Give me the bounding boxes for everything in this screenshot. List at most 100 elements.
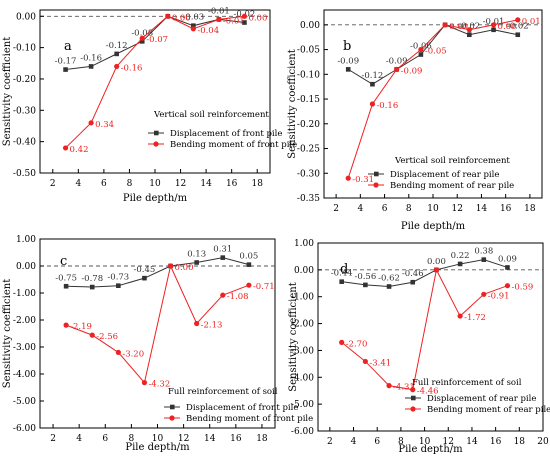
data-label: -4.46 bbox=[417, 387, 439, 397]
legend: Vertical soil reinforcement Displacement … bbox=[148, 110, 297, 150]
data-label: -0.12 bbox=[362, 71, 384, 81]
data-point-circle bbox=[345, 175, 351, 181]
data-point-square bbox=[339, 279, 344, 284]
data-label: -0.91 bbox=[488, 291, 510, 301]
data-label: -0.04 bbox=[197, 26, 219, 36]
data-point-circle bbox=[194, 320, 200, 327]
series-line bbox=[347, 24, 518, 85]
x-tick-label: 12 bbox=[451, 204, 462, 214]
series-line bbox=[65, 15, 245, 149]
data-label: -0.08 bbox=[131, 28, 153, 38]
data-label: -0.71 bbox=[253, 282, 275, 292]
data-point-circle bbox=[89, 332, 95, 338]
data-label: -0.16 bbox=[80, 53, 102, 63]
y-axis-label: Sensitivity coefficient bbox=[2, 279, 13, 388]
data-label: -0.01 bbox=[483, 17, 505, 27]
data-point-circle bbox=[490, 22, 497, 28]
data-label: -0.44 bbox=[331, 269, 353, 279]
data-label: -0.56 bbox=[354, 272, 376, 282]
data-label: -0.09 bbox=[386, 56, 408, 66]
x-axis-label: Pile depth/m bbox=[401, 221, 466, 232]
x-tick-label: 6 bbox=[374, 437, 380, 447]
data-point-square bbox=[191, 23, 196, 28]
data-label: -0.01 bbox=[208, 6, 230, 16]
series-line bbox=[341, 268, 508, 391]
data-label: -0.73 bbox=[107, 273, 129, 283]
data-point-square bbox=[116, 283, 121, 289]
x-tick-label: 18 bbox=[251, 179, 263, 189]
data-label: 0.34 bbox=[95, 120, 114, 130]
y-tick-label: -0.35 bbox=[297, 194, 320, 204]
y-axis-label: Sensitivity coefficient bbox=[2, 37, 13, 146]
data-point-circle bbox=[62, 145, 69, 151]
data-point-circle bbox=[410, 387, 416, 393]
data-label: -0.17 bbox=[55, 57, 77, 67]
x-tick-label: 12 bbox=[443, 437, 454, 447]
data-label: -0.59 bbox=[511, 283, 533, 293]
x-tick-label: 2 bbox=[327, 437, 333, 447]
data-label: -0.16 bbox=[121, 63, 143, 73]
legend-swatch-circle bbox=[169, 415, 175, 421]
series-displacement: -0.44 -0.56 -0.62 -0.460.00 0.22 0.38 0.09 bbox=[331, 247, 517, 289]
y-tick-label: 0.00 bbox=[16, 262, 36, 272]
data-point-square bbox=[194, 260, 199, 265]
data-point-square bbox=[139, 39, 145, 44]
data-label: -2.56 bbox=[96, 332, 118, 342]
data-label: -0.07 bbox=[146, 35, 168, 45]
data-point-circle bbox=[457, 313, 463, 319]
series-line bbox=[341, 259, 508, 288]
series-line bbox=[347, 19, 518, 179]
data-point-circle bbox=[362, 358, 368, 365]
data-label: 0.05 bbox=[239, 252, 258, 262]
y-tick-label: -0.05 bbox=[297, 46, 320, 56]
data-point-square bbox=[467, 32, 472, 38]
legend-entry: Bending moment of rear pile bbox=[427, 405, 550, 415]
data-label: -1.08 bbox=[227, 292, 249, 302]
data-label: 0.38 bbox=[474, 247, 493, 257]
x-tick-label: 18 bbox=[514, 437, 526, 447]
y-tick-label: -6.00 bbox=[291, 427, 314, 437]
legend-swatch-circle bbox=[373, 182, 379, 188]
x-tick-label: 10 bbox=[152, 434, 164, 444]
data-label: -0.05 bbox=[425, 47, 447, 57]
series-bending-moment: 0.420.34-0.16-0.070.00-0.04-0.01 0.00 bbox=[62, 13, 267, 155]
legend-entry: Displacement of front pile bbox=[186, 403, 298, 413]
y-tick-label: -2.00 bbox=[13, 316, 36, 326]
y-tick-label: 1.00 bbox=[294, 239, 314, 249]
x-tick-label: 16 bbox=[226, 179, 238, 189]
y-tick-label: -2.00 bbox=[291, 320, 314, 330]
data-label: -0.62 bbox=[378, 274, 400, 284]
data-point-circle bbox=[504, 283, 511, 289]
data-label: 0.00 bbox=[172, 13, 191, 23]
data-label: -2.19 bbox=[70, 322, 92, 332]
data-label: -0.75 bbox=[55, 273, 77, 283]
data-label: 0.31 bbox=[213, 245, 232, 255]
data-label: -4.31 bbox=[393, 383, 415, 393]
data-point-circle bbox=[339, 339, 345, 345]
x-axis-label: Pile depth/m bbox=[125, 442, 190, 453]
data-point-square bbox=[481, 257, 487, 262]
data-point-square bbox=[89, 284, 95, 290]
data-point-circle bbox=[63, 322, 69, 328]
y-tick-label: -4.00 bbox=[291, 373, 314, 383]
data-point-square bbox=[246, 262, 252, 267]
data-point-square bbox=[386, 284, 392, 289]
data-point-circle bbox=[442, 22, 448, 28]
y-tick-label: -3.00 bbox=[13, 343, 36, 353]
data-label: -4.32 bbox=[148, 380, 170, 390]
y-tick-label: -5.00 bbox=[291, 400, 314, 410]
series-bending-moment: -0.31-0.16-0.09-0.050.00 0.00 0.01 bbox=[345, 17, 541, 185]
data-point-square bbox=[114, 51, 119, 57]
y-tick-label: -0.40 bbox=[13, 138, 36, 148]
x-tick-label: 10 bbox=[427, 204, 439, 214]
data-label: -0.02 bbox=[458, 22, 480, 32]
y-tick-label: -0.10 bbox=[13, 44, 36, 54]
x-tick-label: 14 bbox=[466, 437, 478, 447]
legend: Full reinforcement of soil Displacement o… bbox=[405, 378, 550, 415]
x-tick-label: 16 bbox=[500, 204, 512, 214]
x-tick-label: 16 bbox=[490, 437, 502, 447]
data-point-square bbox=[345, 67, 351, 72]
data-label: -0.03 bbox=[182, 13, 204, 23]
data-point-circle bbox=[190, 26, 196, 32]
